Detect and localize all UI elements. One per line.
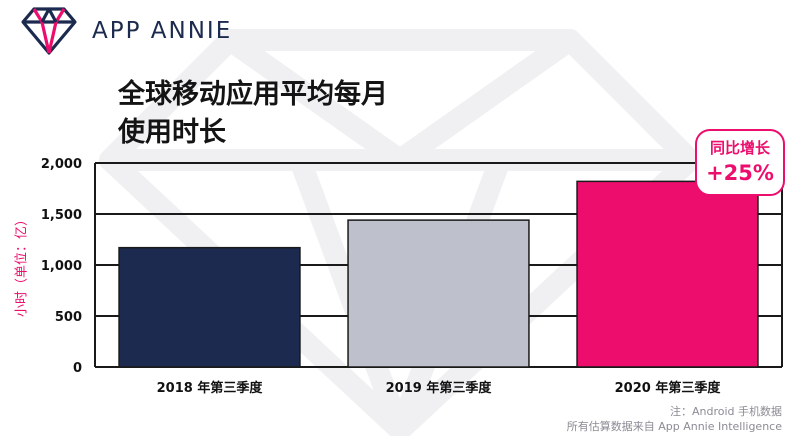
y-tick-label: 0 [73, 361, 82, 376]
y-tick-label: 1,000 [41, 259, 82, 274]
gem-icon [21, 7, 77, 55]
x-tick-label: 2020 年第三季度 [615, 380, 722, 396]
y-tick-label: 2,000 [41, 157, 82, 172]
footnote-line-2: 所有估算数据来自 App Annie Intelligence [566, 420, 782, 433]
x-tick-label: 2018 年第三季度 [157, 380, 264, 396]
chart-title-line-1: 全球移动应用平均每月 [118, 79, 388, 110]
bar [347, 219, 530, 368]
footnote: 注：Android 手机数据 所有估算数据来自 App Annie Intell… [567, 404, 782, 434]
yoy-growth-label: 同比增长 [709, 139, 770, 157]
y-tick-label: 500 [55, 310, 82, 325]
footnote-line-1: 注：Android 手机数据 [669, 405, 782, 418]
yoy-growth-value: +25% [706, 161, 774, 185]
bar [118, 246, 301, 368]
chart-title: 全球移动应用平均每月 使用时长 [118, 76, 388, 152]
chart-title-line-2: 使用时长 [118, 117, 226, 148]
brand-name: APP ANNIE [92, 18, 233, 44]
bar [576, 180, 759, 368]
app-annie-logo: APP ANNIE [20, 6, 232, 56]
yoy-growth-badge: 同比增长 +25% [695, 129, 785, 196]
y-tick-label: 1,500 [41, 208, 82, 223]
x-tick-label: 2019 年第三季度 [386, 380, 493, 396]
